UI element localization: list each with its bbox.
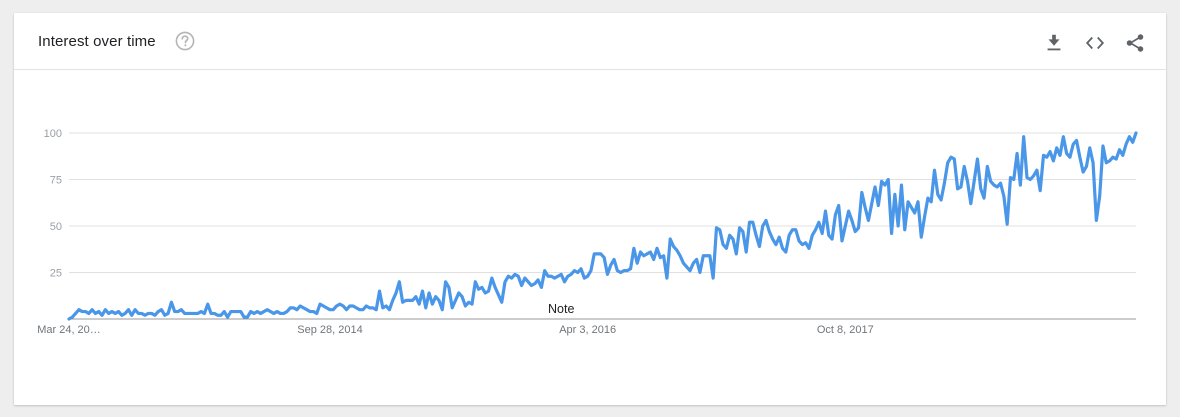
download-icon[interactable]: [1043, 32, 1065, 54]
embed-code-icon[interactable]: [1084, 32, 1106, 54]
y-tick-label: 50: [50, 221, 62, 233]
y-tick-label: 25: [50, 268, 62, 280]
note-annotation: Note: [548, 302, 574, 316]
series-line: [67, 131, 1138, 321]
x-tick-label: Apr 3, 2016: [559, 324, 616, 336]
card-title: Interest over time: [38, 33, 156, 50]
help-circle-icon[interactable]: [175, 31, 195, 51]
y-tick-label: 100: [44, 128, 62, 140]
x-tick-label: Sep 28, 2014: [297, 324, 362, 336]
card-header: Interest over time: [14, 13, 1166, 70]
x-tick-label: Mar 24, 20…: [37, 324, 101, 336]
x-tick-label: Oct 8, 2017: [817, 324, 874, 336]
interest-chart: 25 50 75 100 Mar 24, 20… Sep 28, 2014 Apr 3, 2…: [37, 128, 1138, 336]
interest-over-time-card: Interest over time 25 50 75 100 Mar 24, 20… S…: [14, 13, 1166, 405]
y-tick-label: 75: [50, 175, 62, 187]
share-icon[interactable]: [1124, 32, 1146, 54]
